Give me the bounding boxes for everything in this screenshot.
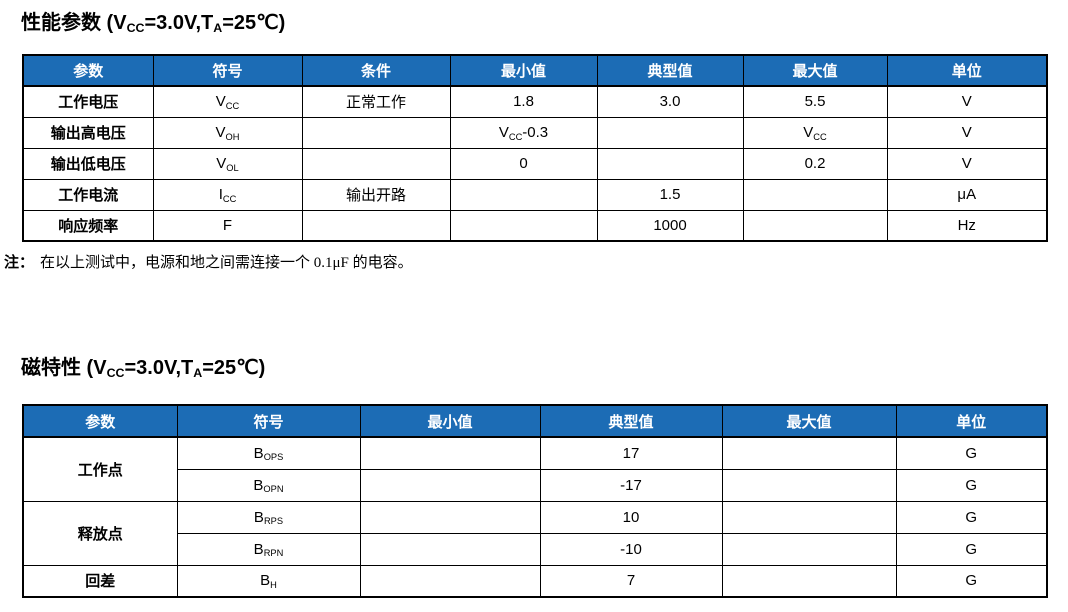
column-header-min: 最小值 (359, 404, 541, 438)
cell-typ: 1000 (596, 209, 744, 242)
cell-param: 释放点 (22, 500, 178, 566)
cell-condition: 输出开路 (301, 178, 451, 211)
magnetic-section-title: 磁特性 (VCC=3.0V,TA=25℃) (21, 357, 266, 381)
cell-min (359, 500, 541, 534)
cell-unit: G (895, 436, 1048, 470)
table-row-output-high-voltage: 输出高电压 VOH VCC-0.3 VCC V (22, 116, 1048, 149)
cell-symbol: VOL (152, 147, 303, 180)
cell-condition: 正常工作 (301, 85, 451, 118)
cell-typ: 17 (539, 436, 723, 470)
cell-condition (301, 147, 451, 180)
cell-symbol: BH (176, 564, 361, 598)
cell-symbol: ICC (152, 178, 303, 211)
cell-symbol: F (152, 209, 303, 242)
column-header-min: 最小值 (449, 54, 598, 87)
cell-unit: V (886, 116, 1048, 149)
cell-symbol: BRPN (176, 532, 361, 566)
cell-param: 输出高电压 (22, 116, 154, 149)
cell-symbol: VOH (152, 116, 303, 149)
cell-min (359, 564, 541, 598)
cell-unit: V (886, 85, 1048, 118)
note-label: 注： (4, 255, 35, 271)
cell-typ: 7 (539, 564, 723, 598)
cell-min (359, 532, 541, 566)
column-header-max: 最大值 (742, 54, 888, 87)
table-row-operate-point-north: BOPN -17 G (23, 468, 1048, 502)
test-note: 注： 在以上测试中，电源和地之间需连接一个 0.1μF 的电容。 (4, 251, 413, 272)
cell-max (721, 468, 897, 502)
performance-header-row: 参数 符号 条件 最小值 典型值 最大值 单位 (22, 54, 1048, 87)
cell-max (721, 436, 897, 470)
cell-typ: 1.5 (596, 178, 744, 211)
cell-max (742, 209, 888, 242)
cell-typ: 10 (539, 500, 723, 534)
cell-min: 0 (449, 147, 598, 180)
column-header-typ: 典型值 (596, 54, 744, 87)
cell-max (721, 564, 897, 598)
cell-param: 工作电压 (22, 85, 154, 118)
table-row-release-point-south: 释放点 BRPS 10 G (22, 500, 1048, 566)
cell-symbol: BOPN (176, 468, 361, 502)
cell-param: 响应频率 (22, 209, 154, 242)
cell-unit: G (895, 532, 1048, 566)
column-header-max: 最大值 (721, 404, 897, 438)
cell-min (449, 209, 598, 242)
cell-typ: -17 (539, 468, 723, 502)
cell-unit: G (895, 468, 1048, 502)
cell-min: 1.8 (449, 85, 598, 118)
cell-unit: V (886, 147, 1048, 180)
magnetic-table: 参数 符号 最小值 典型值 最大值 单位 工作点 BOPS 17 G BOPN … (22, 404, 1048, 598)
table-row-operating-voltage: 工作电压 VCC 正常工作 1.8 3.0 5.5 V (22, 85, 1048, 118)
table-row-response-frequency: 响应频率 F 1000 Hz (22, 209, 1048, 242)
cell-symbol: BRPS (176, 500, 361, 534)
cell-unit: G (895, 500, 1048, 534)
magnetic-header-row: 参数 符号 最小值 典型值 最大值 单位 (22, 404, 1048, 438)
cell-unit: Hz (886, 209, 1048, 242)
column-header-unit: 单位 (886, 54, 1048, 87)
cell-symbol: VCC (152, 85, 303, 118)
column-header-unit: 单位 (895, 404, 1048, 438)
cell-condition (301, 209, 451, 242)
cell-max (721, 532, 897, 566)
cell-typ: 3.0 (596, 85, 744, 118)
table-row-operating-current: 工作电流 ICC 输出开路 1.5 μA (22, 178, 1048, 211)
cell-param: 工作点 (22, 436, 178, 502)
cell-max (721, 500, 897, 534)
table-row-release-point-north: BRPN -10 G (23, 532, 1048, 566)
cell-max: 0.2 (742, 147, 888, 180)
cell-min (449, 178, 598, 211)
cell-symbol: BOPS (176, 436, 361, 470)
cell-unit: G (895, 564, 1048, 598)
table-row-hysteresis: 回差 BH 7 G (22, 564, 1048, 598)
column-header-symbol: 符号 (152, 54, 303, 87)
cell-param: 工作电流 (22, 178, 154, 211)
cell-param: 输出低电压 (22, 147, 154, 180)
column-header-condition: 条件 (301, 54, 451, 87)
table-row-operate-point-south: 工作点 BOPS 17 G (22, 436, 1048, 502)
cell-typ (596, 116, 744, 149)
performance-section-title: 性能参数 (VCC=3.0V,TA=25℃) (21, 12, 286, 36)
cell-typ: -10 (539, 532, 723, 566)
table-row-output-low-voltage: 输出低电压 VOL 0 0.2 V (22, 147, 1048, 180)
column-header-typ: 典型值 (539, 404, 723, 438)
cell-min: VCC-0.3 (449, 116, 598, 149)
note-text: 在以上测试中，电源和地之间需连接一个 0.1μF 的电容。 (40, 255, 413, 271)
column-header-symbol: 符号 (176, 404, 361, 438)
performance-table: 参数 符号 条件 最小值 典型值 最大值 单位 工作电压 VCC 正常工作 1.… (22, 54, 1048, 242)
cell-unit: μA (886, 178, 1048, 211)
cell-min (359, 436, 541, 470)
cell-max: 5.5 (742, 85, 888, 118)
cell-max: VCC (742, 116, 888, 149)
cell-typ (596, 147, 744, 180)
cell-min (359, 468, 541, 502)
cell-condition (301, 116, 451, 149)
cell-max (742, 178, 888, 211)
column-header-param: 参数 (22, 54, 154, 87)
column-header-param: 参数 (22, 404, 178, 438)
cell-param: 回差 (22, 564, 178, 598)
